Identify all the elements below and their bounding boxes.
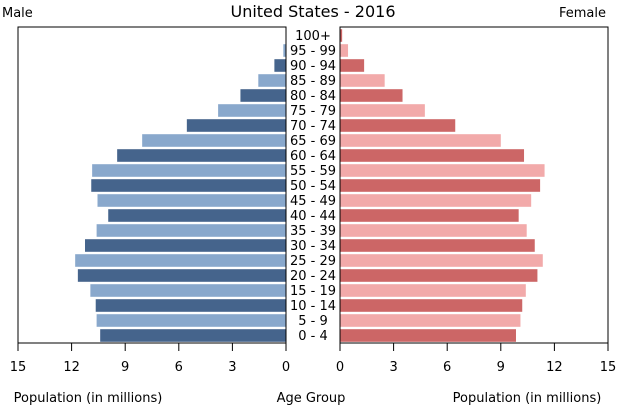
male-bar-11 (97, 194, 286, 207)
male-bar-2 (274, 59, 286, 72)
age-group-label-17: 15 - 19 (290, 284, 336, 299)
male-bar-14 (85, 239, 286, 252)
female-bar-7 (340, 134, 501, 147)
male-bar-10 (91, 179, 287, 192)
male-bar-17 (90, 284, 286, 297)
age-group-label-16: 20 - 24 (290, 269, 336, 284)
age-group-label-0: 100+ (295, 29, 331, 44)
male-label: Male (2, 6, 33, 21)
male-tick-label-0: 0 (282, 360, 290, 375)
age-group-label-14: 30 - 34 (290, 239, 336, 254)
female-bar-18 (340, 299, 523, 312)
age-group-label-1: 95 - 99 (290, 44, 336, 59)
male-axis-ticks: 0 3 6 9 12 15 (10, 343, 290, 375)
female-bar-4 (340, 89, 403, 102)
age-group-label-11: 45 - 49 (290, 194, 336, 209)
female-tick-label-2: 6 (443, 360, 451, 375)
male-bar-6 (186, 119, 286, 132)
female-bar-13 (340, 224, 527, 237)
female-axis-ticks: 0 3 6 9 12 15 (336, 343, 616, 375)
male-bar-4 (240, 89, 286, 102)
female-bar-3 (340, 74, 385, 87)
male-bar-5 (218, 104, 286, 117)
female-label: Female (559, 6, 606, 21)
male-bars (75, 29, 287, 342)
age-group-label-8: 60 - 64 (290, 149, 336, 164)
female-tick-label-0: 0 (336, 360, 344, 375)
female-bar-1 (340, 44, 349, 57)
male-bar-12 (108, 209, 286, 222)
male-bar-9 (92, 164, 286, 177)
age-group-label-2: 90 - 94 (290, 59, 336, 74)
age-group-label-7: 65 - 69 (290, 134, 336, 149)
female-bar-0 (340, 29, 343, 42)
female-plot-frame (339, 26, 609, 344)
age-group-label-15: 25 - 29 (290, 254, 336, 269)
age-group-label-3: 85 - 89 (290, 74, 336, 89)
male-bar-19 (96, 314, 286, 327)
female-bar-12 (340, 209, 519, 222)
female-bar-14 (340, 239, 535, 252)
female-bar-5 (340, 104, 425, 117)
age-group-axis-title: Age Group (277, 391, 346, 406)
age-group-label-5: 75 - 79 (290, 104, 336, 119)
female-bar-10 (340, 179, 541, 192)
chart-title: United States - 2016 (230, 2, 395, 21)
male-bar-7 (142, 134, 286, 147)
male-bar-15 (75, 254, 286, 267)
male-bar-18 (95, 299, 286, 312)
age-group-label-12: 40 - 44 (290, 209, 336, 224)
age-group-label-19: 5 - 9 (298, 314, 328, 329)
female-bar-6 (340, 119, 456, 132)
male-tick-label-2: 6 (175, 360, 183, 375)
male-tick-label-1: 3 (228, 360, 236, 375)
age-group-label-9: 55 - 59 (290, 164, 336, 179)
age-group-label-20: 0 - 4 (298, 329, 328, 344)
female-bar-20 (340, 329, 516, 342)
female-tick-label-5: 15 (600, 360, 617, 375)
female-tick-label-3: 9 (497, 360, 505, 375)
age-group-label-6: 70 - 74 (290, 119, 336, 134)
female-bar-2 (340, 59, 365, 72)
male-bar-3 (258, 74, 286, 87)
female-bar-15 (340, 254, 543, 267)
male-tick-label-5: 15 (10, 360, 27, 375)
male-axis-title: Population (in millions) (14, 391, 163, 406)
female-tick-label-4: 12 (546, 360, 563, 375)
female-tick-label-1: 3 (389, 360, 397, 375)
female-bar-19 (340, 314, 521, 327)
age-group-label-4: 80 - 84 (290, 89, 336, 104)
male-tick-label-3: 9 (121, 360, 129, 375)
male-bar-8 (117, 149, 286, 162)
male-bar-16 (77, 269, 286, 282)
male-bar-1 (283, 44, 286, 57)
female-bar-16 (340, 269, 538, 282)
female-bar-8 (340, 149, 525, 162)
male-plot-frame (17, 26, 287, 344)
male-tick-label-4: 12 (63, 360, 80, 375)
female-bar-9 (340, 164, 545, 177)
female-bar-11 (340, 194, 532, 207)
age-group-label-18: 10 - 14 (290, 299, 336, 314)
age-group-label-13: 35 - 39 (290, 224, 336, 239)
female-bars (340, 29, 545, 342)
female-axis-title: Population (in millions) (453, 391, 602, 406)
female-bar-17 (340, 284, 526, 297)
male-bar-20 (100, 329, 286, 342)
male-bar-13 (96, 224, 286, 237)
age-group-label-10: 50 - 54 (290, 179, 336, 194)
